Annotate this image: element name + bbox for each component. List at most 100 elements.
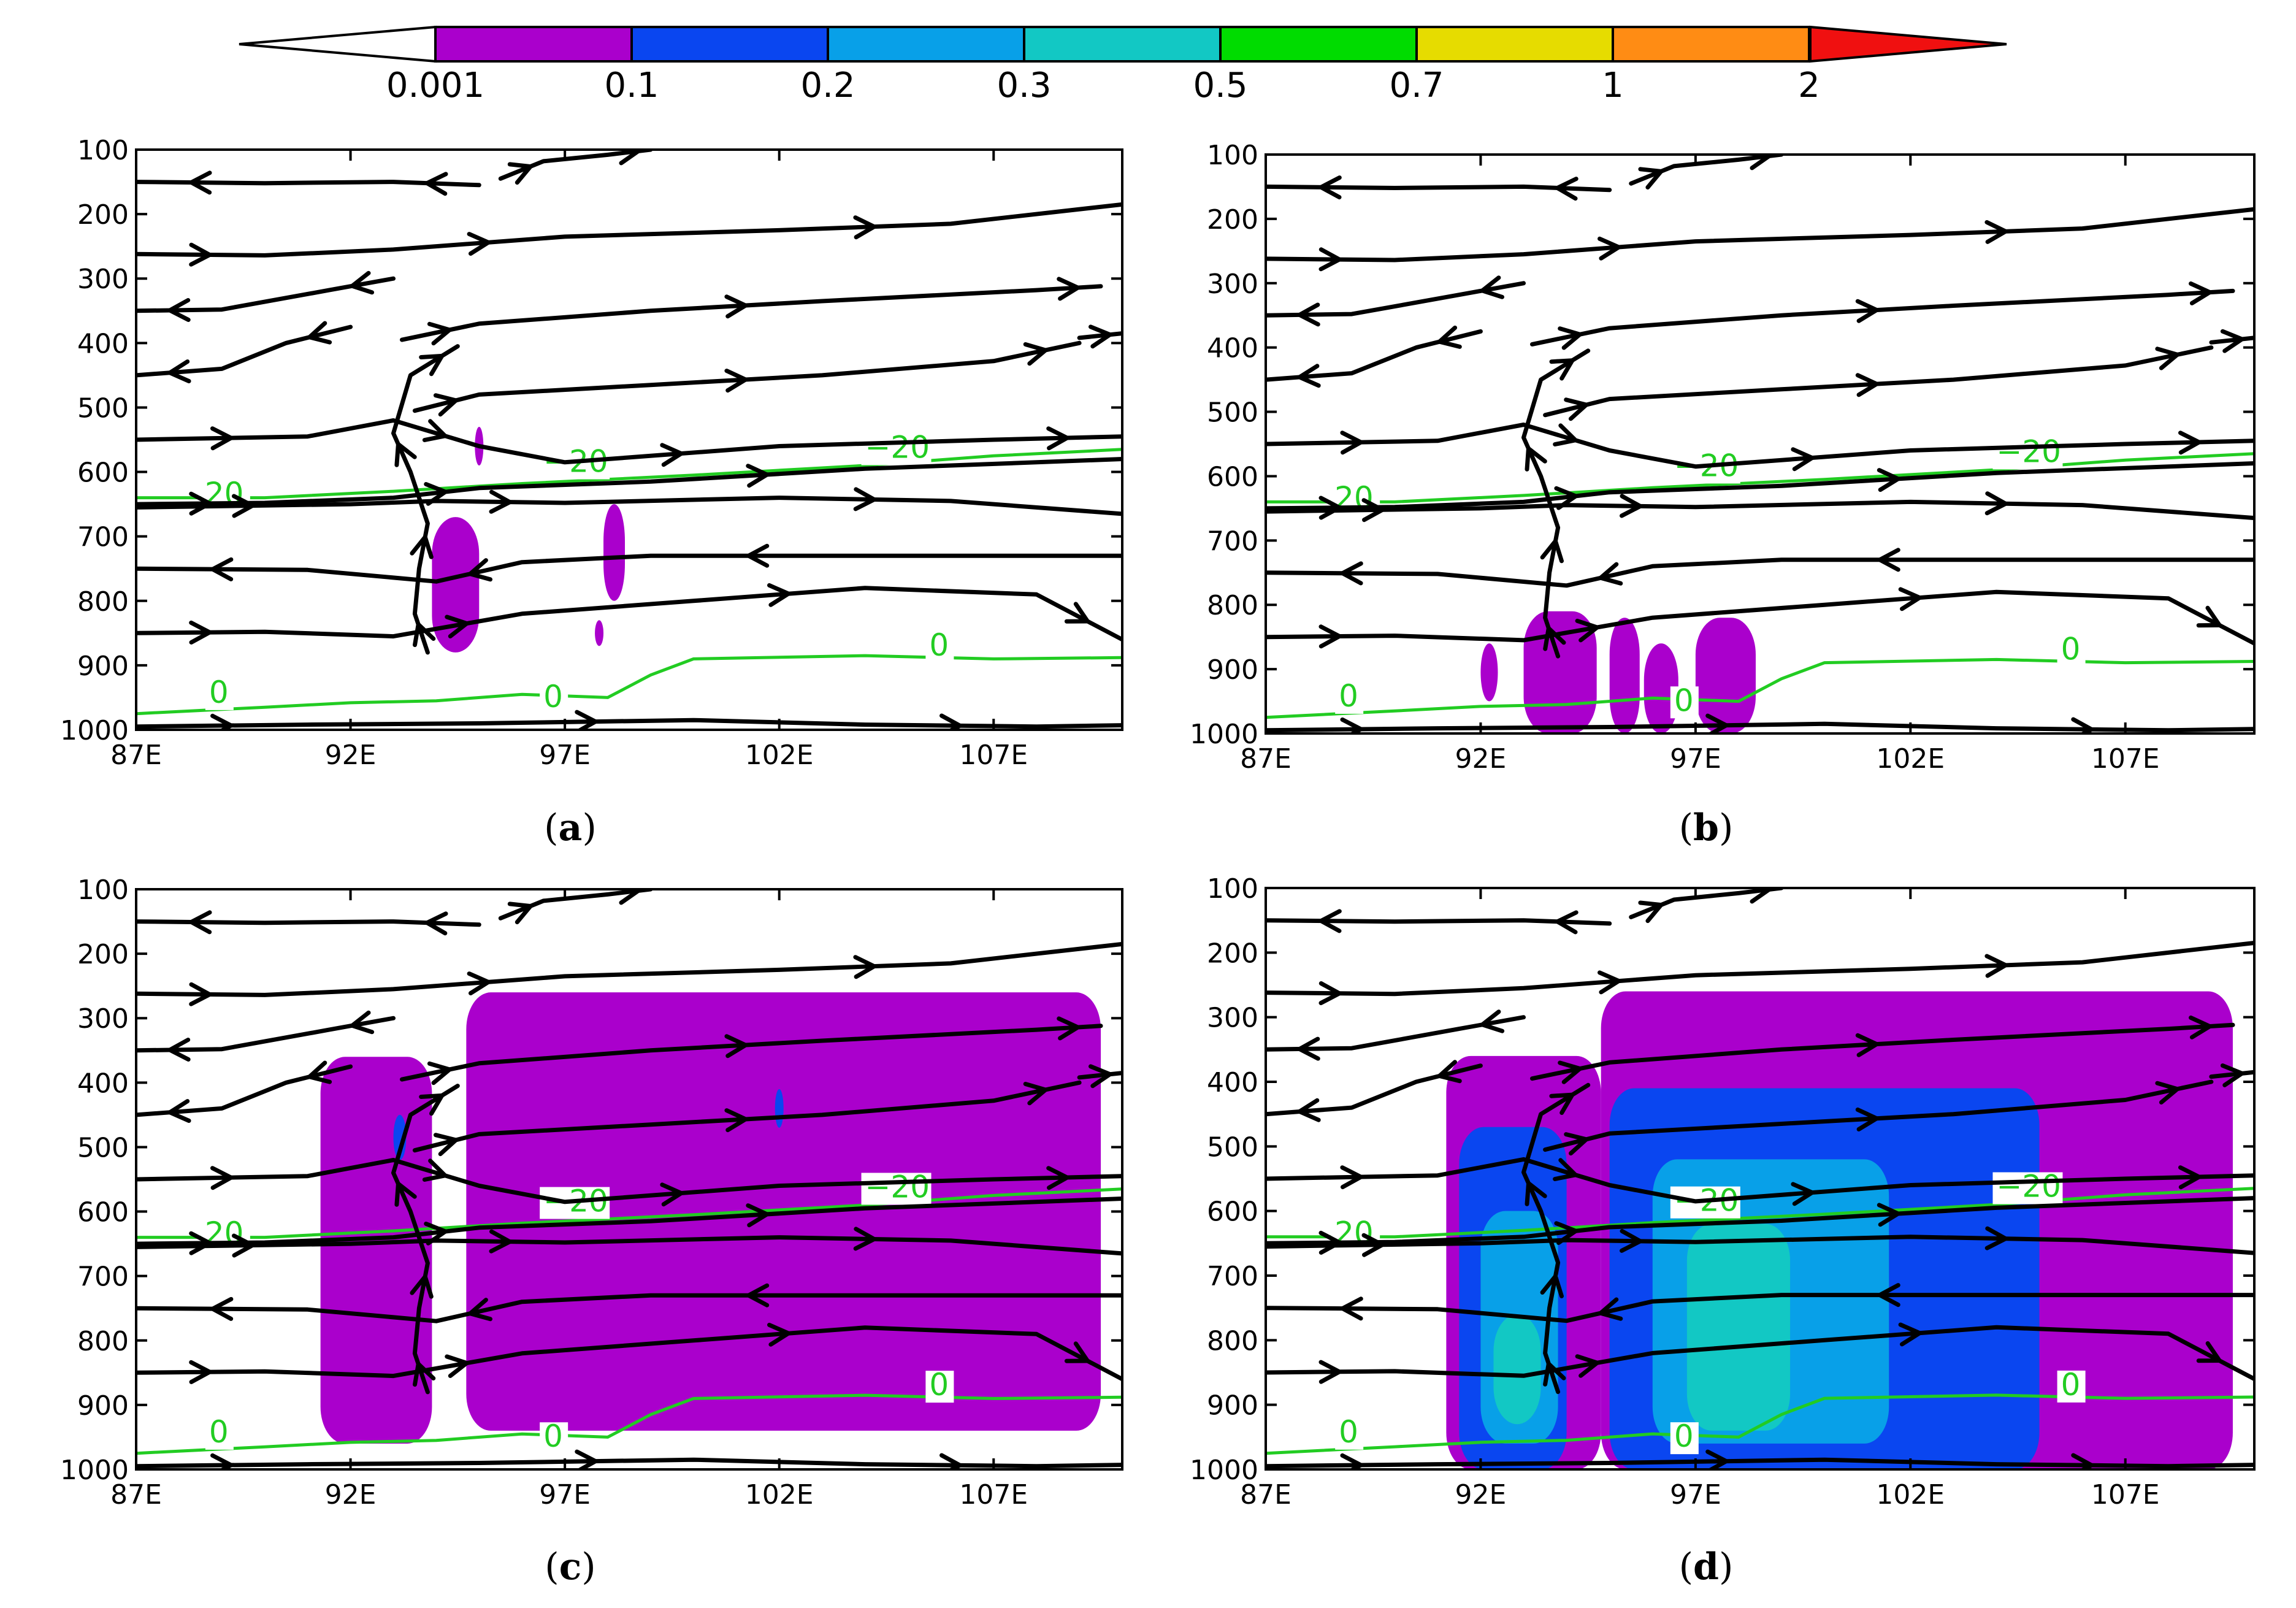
- streamline-arrow: [1596, 562, 1623, 586]
- streamline-arrow: [347, 270, 375, 295]
- streamline-arrow: [445, 1354, 472, 1378]
- colorbar-level-label: 0.5: [1193, 66, 1247, 105]
- streamline-arrow: [1855, 1033, 1881, 1057]
- streamline-arrow: [767, 1322, 794, 1347]
- streamline: [2209, 335, 2254, 345]
- streamline-arrow: [660, 443, 686, 467]
- streamline: [136, 1064, 353, 1117]
- contour-label-bg: [1992, 437, 2063, 470]
- y-tick-label: 800: [1207, 590, 1258, 621]
- streamline: [136, 718, 1122, 729]
- isotherm-minus20: [1266, 452, 2254, 503]
- streamline: [391, 344, 460, 655]
- streamline-arrow: [2189, 1015, 2214, 1039]
- streamline-arrow: [1875, 548, 1900, 572]
- streamline-arrow: [305, 1060, 332, 1084]
- isotherm-label: −20: [1996, 434, 2061, 469]
- streamline: [412, 340, 1082, 413]
- streamline: [136, 553, 1122, 584]
- isotherm-label: 0: [543, 679, 563, 714]
- y-tick-label: 1000: [60, 1455, 129, 1486]
- colorbar: 0.001 0.1 0.2 0.3 0.5 0.7 1 2: [239, 25, 2007, 105]
- isotherm-label: −20: [1996, 1168, 2061, 1204]
- contour-label-bg: [1335, 681, 1364, 714]
- colorbar-level-label: 1: [1602, 66, 1624, 105]
- streamline-arrow: [419, 353, 446, 377]
- streamline: [1266, 499, 2254, 521]
- streamline-arrow: [1750, 155, 1774, 170]
- panel-label-open: (: [545, 1545, 559, 1588]
- streamline: [1266, 1157, 2254, 1204]
- streamline-arrow: [1295, 1036, 1320, 1061]
- streamline-arrow: [394, 440, 417, 467]
- streamline-arrow: [507, 162, 535, 185]
- streamline-arrow: [2220, 1063, 2247, 1087]
- streamline-arrow: [1525, 444, 1547, 472]
- streamline-arrow: [305, 321, 332, 345]
- streamline-arrow: [1295, 302, 1320, 327]
- streamline: [136, 1196, 1122, 1246]
- panel-label-close: ): [1719, 806, 1733, 849]
- streamline-arrow: [467, 971, 493, 995]
- y-tick-label: 100: [1207, 140, 1258, 171]
- y-tick-label: 900: [1207, 1390, 1258, 1422]
- streamline: [1266, 1293, 2254, 1323]
- y-tick-label: 700: [1207, 526, 1258, 557]
- streamline-arrow: [347, 1010, 375, 1035]
- x-tick-label: 102E: [1876, 1479, 1945, 1510]
- contour-label-bg: [2057, 635, 2086, 667]
- isotherm-label: 0: [1339, 1414, 1358, 1450]
- streamline-arrow: [1877, 1203, 1903, 1227]
- panel-label: (d): [1679, 1545, 1734, 1588]
- streamline-arrow: [1705, 713, 1731, 733]
- streamline-arrow: [1750, 888, 1774, 904]
- y-tick-label: 800: [77, 586, 129, 618]
- streamline-arrow: [189, 1231, 215, 1255]
- panel-label-open: (: [544, 806, 558, 849]
- streamline-arrow: [1564, 1132, 1591, 1156]
- streamline-arrow: [410, 532, 434, 559]
- streamline: [136, 919, 481, 927]
- streamline-arrow: [1477, 275, 1504, 299]
- colorbar-high-arrow: [1809, 25, 2007, 63]
- streamline-arrow: [853, 215, 879, 240]
- y-tick-label: 500: [77, 392, 129, 424]
- y-tick-label: 200: [1207, 204, 1258, 235]
- panel-label-open: (: [1679, 1545, 1693, 1588]
- y-tick-label: 100: [77, 875, 129, 906]
- x-tick-label: 92E: [1455, 743, 1507, 775]
- streamline-arrow: [1620, 1228, 1645, 1253]
- colorbar-level-label: 0.3: [997, 66, 1051, 105]
- streamline-arrow: [410, 1272, 434, 1299]
- y-tick-label: 1000: [1190, 719, 1258, 750]
- contour-label-bg: [1670, 1422, 1699, 1455]
- shaded-region: [1644, 643, 1678, 733]
- streamline: [136, 1325, 1122, 1382]
- streamline-arrow: [724, 1108, 751, 1133]
- streamline-arrow: [189, 491, 215, 516]
- streamline: [136, 202, 1122, 258]
- streamline-arrow: [413, 620, 436, 648]
- x-tick-label: 102E: [1876, 743, 1945, 775]
- streamline-arrow: [1318, 247, 1344, 272]
- streamline-arrow: [165, 359, 191, 383]
- contour-label-bg: [2057, 1370, 2086, 1403]
- streamline-arrow: [1477, 1009, 1505, 1033]
- streamline: [391, 1084, 460, 1395]
- streamline-arrow: [1553, 177, 1578, 201]
- streamline: [1629, 888, 1784, 919]
- streamline: [400, 284, 1103, 342]
- streamline-arrow: [165, 1099, 191, 1123]
- streamline-arrow: [1318, 1360, 1344, 1384]
- streamline-arrow: [489, 1229, 515, 1254]
- y-tick-label: 600: [77, 458, 129, 489]
- panel-label: (b): [1679, 806, 1734, 849]
- streamline-arrow: [1295, 364, 1321, 388]
- streamline-arrow: [1316, 909, 1342, 933]
- y-tick-label: 800: [77, 1326, 129, 1357]
- streamline-arrow: [1089, 324, 1115, 349]
- x-tick-label: 102E: [745, 740, 814, 771]
- plot-frame: [135, 888, 1123, 1471]
- contour-label-bg: [1992, 1172, 2063, 1204]
- streamline-arrow: [1064, 602, 1092, 624]
